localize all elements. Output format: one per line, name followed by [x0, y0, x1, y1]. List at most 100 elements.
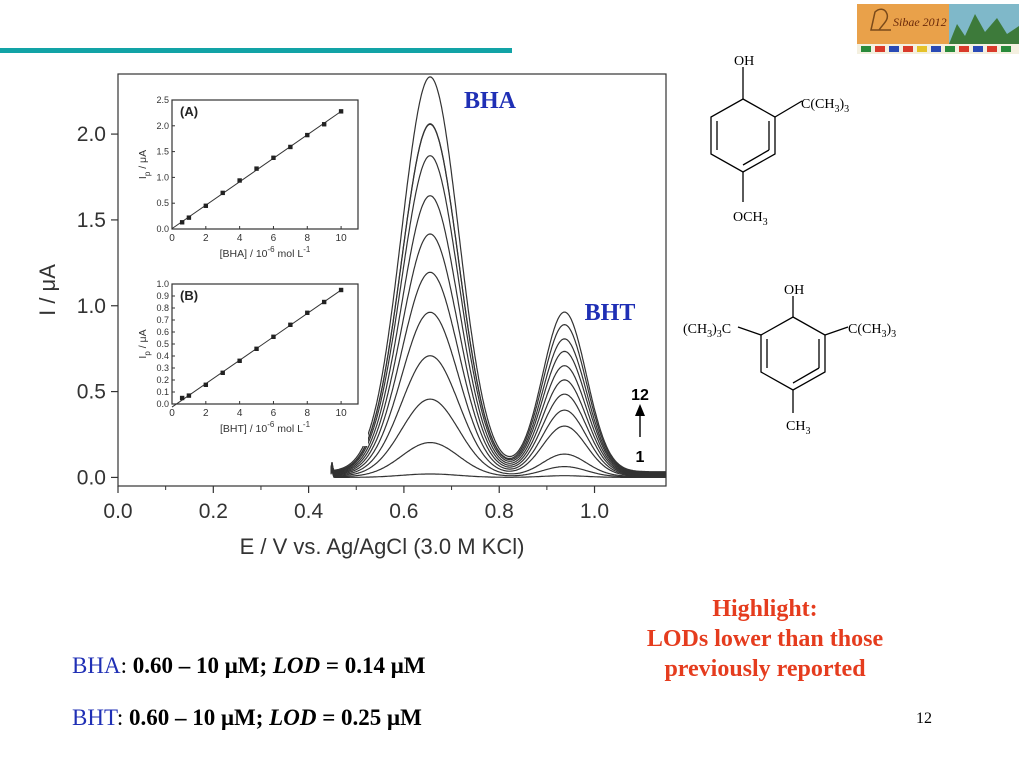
inset-a-point: [321, 122, 327, 127]
curve-7: [330, 233, 666, 475]
x-tick-label: 0.2: [199, 500, 228, 523]
page-number: 12: [916, 710, 932, 727]
inset-b-y-tick-label: 0.6: [156, 327, 169, 337]
curve-12: [330, 76, 666, 473]
y-tick-label: 0.5: [77, 381, 106, 404]
bht-methyl-label: CH3: [786, 419, 810, 437]
highlight-box: Highlight: LODs lower than those previou…: [600, 594, 930, 684]
conference-logo: Sibae 2012: [857, 4, 1019, 54]
inset-a-point: [254, 166, 259, 171]
inset-b-y-tick-label: 0.9: [156, 291, 169, 301]
bha-structure: OH C(CH3)3 OCH3: [710, 54, 849, 228]
inset-a-point: [288, 144, 293, 150]
bha-stat-lod-value: = 0.14 μM: [320, 653, 426, 678]
inset-a-point: [179, 220, 185, 225]
y-tick-label: 2.0: [77, 123, 106, 146]
inset-b-y-tick-label: 0.0: [156, 399, 169, 409]
bha-tbutyl-label: C(CH3)3: [801, 97, 849, 115]
curve-1: [330, 468, 666, 478]
inset-b-x-tick-label: 8: [304, 408, 310, 419]
inset-a-x-label: [BHA] / 10-6 mol L-1: [220, 245, 311, 260]
inset-b-point: [271, 334, 276, 339]
inset-a-y-tick-label: 2.5: [156, 95, 169, 105]
inset-b-point: [220, 370, 225, 375]
inset-a-title: (A): [180, 104, 198, 119]
highlight-line-2: LODs lower than those: [646, 626, 884, 652]
bha-methoxy-label: OCH3: [733, 210, 768, 228]
x-tick-label: 0.6: [389, 500, 418, 523]
x-axis-label: E / V vs. Ag/AgCl (3.0 M KCl): [240, 534, 525, 559]
inset-b-y-label: Ip / μA: [137, 329, 152, 358]
curve-2: [330, 442, 666, 478]
y-tick-label: 1.5: [77, 209, 106, 232]
x-tick-label: 0.0: [103, 500, 132, 523]
bha-stat-lod-label: LOD: [272, 653, 321, 678]
inset-b-y-tick-label: 1.0: [156, 279, 169, 289]
inset-b-point: [254, 346, 259, 351]
curve-order-bottom: 1: [636, 449, 645, 466]
inset-b-point: [179, 395, 185, 401]
peak-label-bht: BHT: [585, 300, 636, 326]
inset-a-x-tick-label: 4: [237, 233, 243, 244]
curve-11: [330, 123, 666, 473]
inset-a-point: [220, 190, 225, 196]
bht-structure: OH (CH3)3C C(CH3)3 CH3: [683, 283, 896, 437]
y-tick-label: 1.0: [77, 295, 106, 318]
inset-a-x-tick-label: 2: [203, 233, 209, 244]
inset-a-y-label: Ip / μA: [137, 150, 152, 179]
curve-8: [330, 195, 666, 475]
inset-b-x-tick-label: 10: [336, 408, 348, 419]
inset-a-frame: [171, 99, 359, 230]
curve-9: [330, 155, 666, 474]
inset-a-point: [338, 109, 344, 114]
inset-a-x-tick-label: 10: [336, 233, 348, 244]
bha-stat-name: BHA: [72, 653, 121, 678]
inset-a-y-tick-label: 0.0: [156, 224, 169, 234]
inset-b-point: [237, 358, 242, 363]
x-tick-label: 0.4: [294, 500, 324, 523]
curve-4: [330, 355, 666, 477]
inset-a-y-tick-label: 1.5: [156, 147, 169, 157]
bha-stat-line: BHA: 0.60 – 10 μM; LOD = 0.14 μM: [72, 653, 426, 679]
bha-stat-sep: :: [120, 653, 133, 678]
bht-left-tbutyl-label: (CH3)3C: [683, 322, 731, 340]
inset-b-x-label: [BHT] / 10-6 mol L-1: [220, 420, 311, 435]
bht-stat-sep: :: [116, 705, 129, 730]
bha-stat-range: 0.60 – 10 μM;: [132, 653, 273, 678]
inset-a-point: [305, 132, 310, 138]
inset-a-point: [203, 203, 209, 208]
inset-a-x-tick-label: 6: [271, 233, 277, 244]
header-accent-bar: [0, 48, 512, 53]
curve-5: [330, 311, 666, 476]
inset-b-point: [203, 382, 209, 387]
highlight-line-3: previously reported: [664, 656, 866, 682]
curve-order-top: 12: [631, 387, 649, 404]
inset-b-background: [124, 278, 368, 446]
inset-a-point: [237, 178, 242, 183]
bht-stat-lod-label: LOD: [269, 705, 317, 730]
curve-order-arrowhead: [635, 404, 645, 416]
x-tick-label: 0.8: [485, 500, 514, 523]
inset-b-title: (B): [180, 288, 198, 303]
bht-oh-label: OH: [784, 283, 804, 298]
bha-oh-label: OH: [734, 54, 754, 69]
bht-stat-range: 0.60 – 10 μM;: [129, 705, 270, 730]
y-tick-label: 0.0: [77, 466, 106, 489]
inset-a-x-tick-label: 8: [304, 233, 310, 244]
curve-6: [330, 271, 666, 476]
inset-b-y-tick-label: 0.5: [156, 339, 169, 349]
inset-b-x-tick-label: 0: [169, 408, 175, 419]
inset-b-y-tick-label: 0.8: [156, 303, 169, 313]
curve-3: [330, 398, 666, 477]
inset-b-x-tick-label: 4: [237, 408, 243, 419]
logo-title: Sibae 2012: [893, 15, 947, 29]
inset-b-y-tick-label: 0.2: [156, 375, 169, 385]
inset-b-x-tick-label: 2: [203, 408, 209, 419]
peak-label-bha: BHA: [464, 88, 517, 114]
inset-b-y-tick-label: 0.7: [156, 315, 169, 325]
inset-a-y-tick-label: 1.0: [156, 172, 169, 182]
inset-b-point: [288, 322, 293, 327]
inset-a-y-tick-label: 0.5: [156, 198, 169, 208]
inset-b-x-tick-label: 6: [271, 408, 277, 419]
y-axis-label: I / μA: [35, 264, 60, 316]
